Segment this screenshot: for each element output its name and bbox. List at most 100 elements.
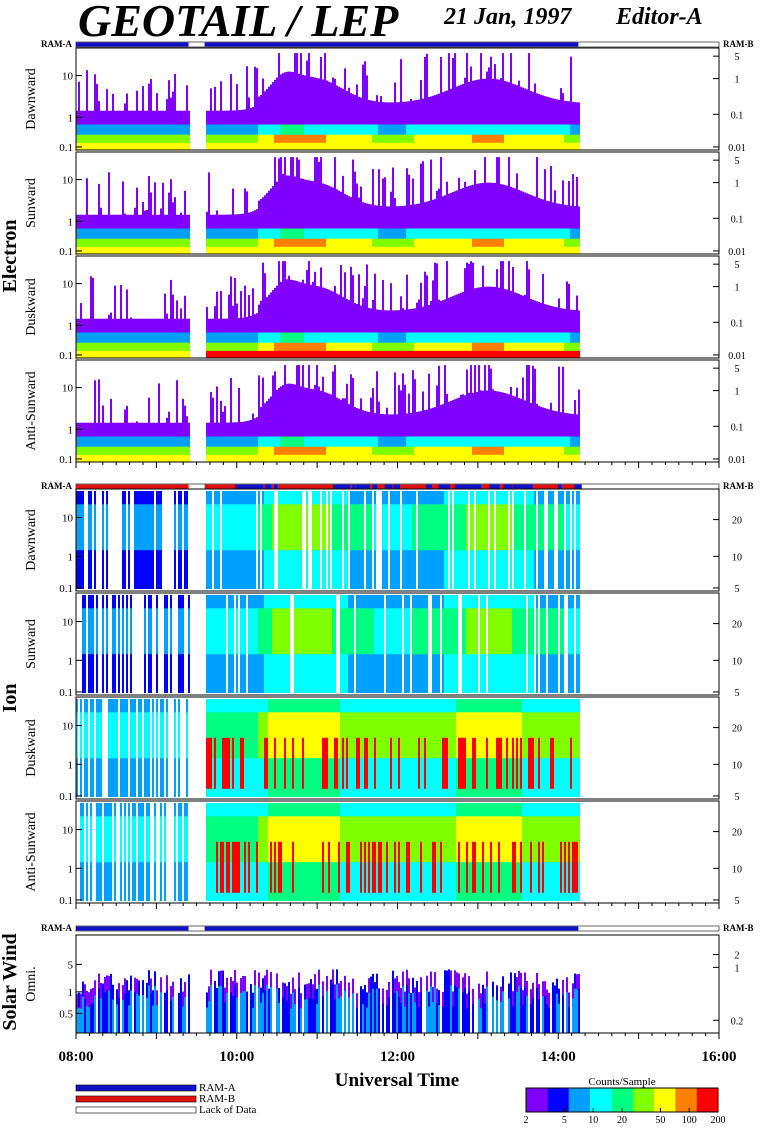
spectrogram-column [398,134,400,150]
spectrogram-column [516,350,518,358]
spectrogram-column [186,238,188,254]
spectrogram-column [230,350,232,358]
spectrogram-column [408,608,410,655]
spectrogram-column [534,134,536,150]
spectrogram-column [560,608,562,655]
spectrogram-column [406,608,408,655]
spectrogram-column [494,390,496,462]
spectrogram-column [352,454,354,462]
spectrogram-column [384,504,386,551]
spectrogram-column [232,350,234,358]
spectrogram-column [84,134,86,150]
spectrogram-column [562,180,564,254]
spectrogram-column [528,246,530,254]
spectrogram-column [272,446,274,462]
spectrogram-column [402,134,404,150]
spectrogram-column [534,196,536,254]
spectrogram-column [550,305,552,358]
spectrogram-column [318,162,320,254]
spectrogram-column [486,350,488,358]
spectrogram-column [376,350,378,358]
spectrogram-column [306,608,308,655]
spectrogram-column [102,134,104,150]
spectrogram-column [304,142,306,150]
spectrogram-column [274,371,276,462]
spectrogram-column [412,446,414,462]
spectrogram-column [418,446,420,462]
spectrogram-column [540,504,542,551]
spectrogram-column [356,446,358,462]
spectrogram-column [244,712,246,759]
spectrogram-column [330,238,332,254]
spectrogram-column [232,737,234,789]
spectrogram-column [100,246,102,254]
spectrogram-column [292,446,294,462]
spectrogram-column [366,142,368,150]
spectrogram-column [184,454,186,462]
spectrogram-column [98,446,100,462]
spectrogram-column [316,342,318,358]
spectrogram-column [532,238,534,254]
spectrogram-column [286,712,288,759]
spectrogram-column [564,350,566,358]
spectrogram-column [342,342,344,358]
spectrogram-column [302,178,304,254]
spectrogram-column [386,446,388,462]
spectrogram-column [232,246,234,254]
ram-bar-segment [273,484,278,489]
spectrogram-column [450,608,452,655]
spectrogram-column [182,142,184,150]
spectrogram-column [470,365,472,462]
spectrogram-column [338,246,340,254]
spectrogram-column [260,712,262,759]
spectrogram-column [448,246,450,254]
spectrogram-column [230,142,232,150]
spectrogram-column [412,608,414,655]
spectrogram-column [324,142,326,150]
spectrogram-column [482,265,484,358]
spectrogram-column [132,238,134,254]
spectrogram-column [444,134,446,150]
spectrogram-column [140,712,142,759]
spectrogram-column [216,504,218,551]
spectrogram-column [230,74,232,150]
spectrogram-column [146,142,148,150]
spectrogram-column [326,184,328,254]
spectrogram-column [276,285,278,358]
spectrogram-column [232,454,234,462]
spectrogram-column [142,342,144,358]
spectrogram-column [358,608,360,655]
spectrogram-column [346,195,348,254]
spectrogram-column [260,199,262,254]
spectrogram-column [356,303,358,358]
spectrogram-column [530,194,532,254]
spectrogram-column [122,504,124,551]
spectrogram-column [292,238,294,254]
spectrogram-column [446,350,448,358]
spectrogram-column [280,238,282,254]
spectrogram-column [496,454,498,462]
spectrogram-column [482,390,484,462]
spectrogram-column [152,142,154,150]
spectrogram-column [470,454,472,462]
spectrogram-column [336,134,338,150]
spectrogram-column [552,350,554,358]
spectrogram-column [222,608,224,655]
spectrogram-column [294,446,296,462]
spectrogram-column [76,342,78,358]
spectrogram-column [242,608,244,655]
spectrogram-column [136,90,138,150]
spectrogram-column [124,504,126,551]
spectrogram-column [498,504,500,551]
spectrogram-column [512,142,514,150]
spectrogram-column [326,454,328,462]
spectrogram-column [480,246,482,254]
spectrogram-column [136,142,138,150]
spectrogram-column [476,246,478,254]
spectrogram-column [408,454,410,462]
spectrogram-column [250,142,252,150]
spectrogram-column [236,712,238,759]
spectrogram-column [146,246,148,254]
spectrogram-column [114,246,116,254]
spectrogram-column [512,134,514,150]
